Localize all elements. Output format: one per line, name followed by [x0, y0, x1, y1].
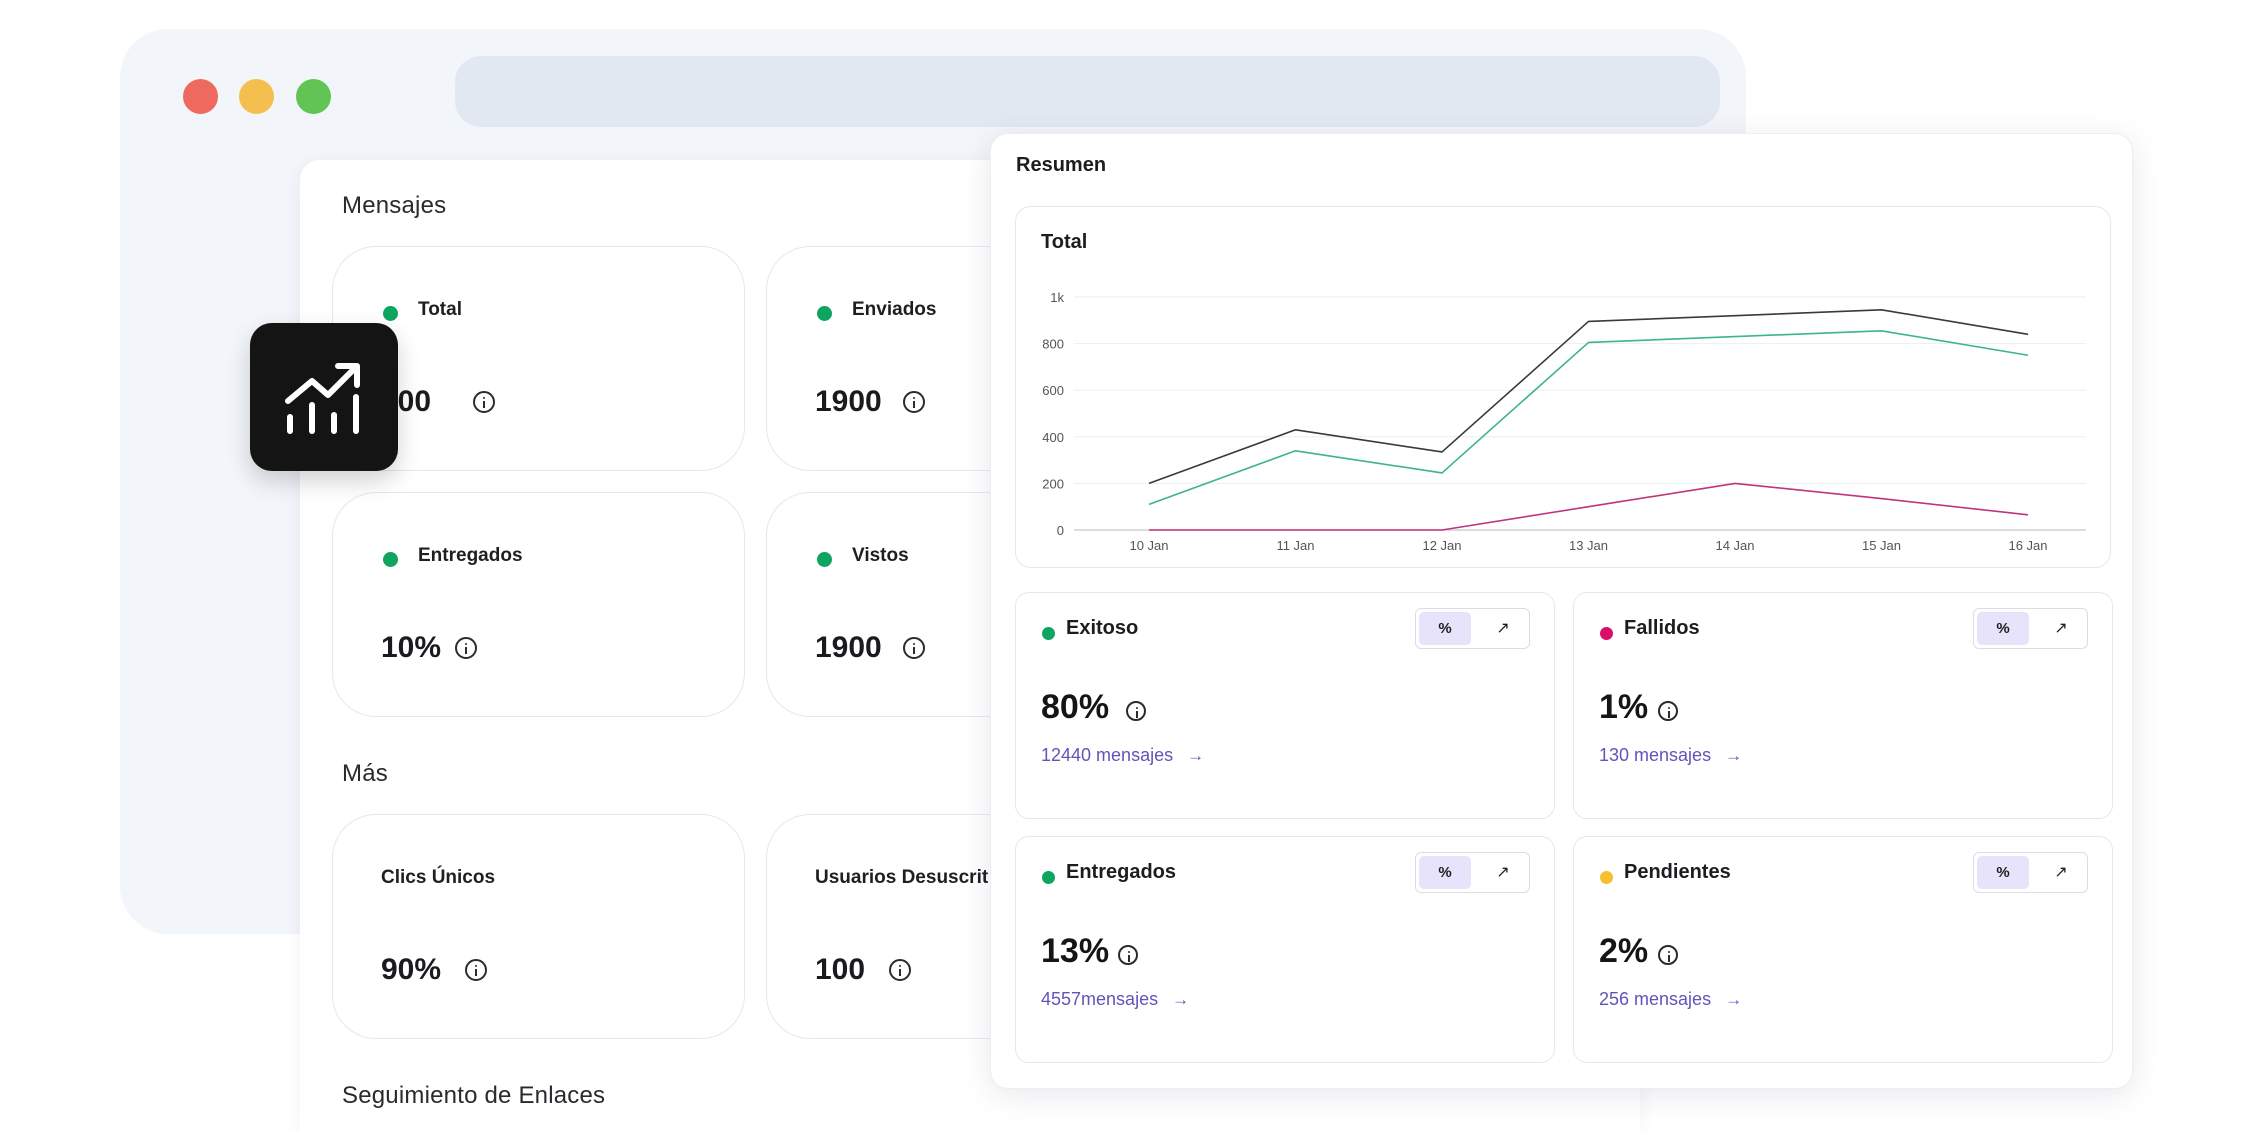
percent-toggle-button[interactable]: %: [1419, 856, 1471, 889]
close-window-button[interactable]: [183, 79, 218, 114]
metric-label: Entregados: [1066, 861, 1177, 883]
maximize-window-button[interactable]: [296, 79, 331, 114]
status-dot: [1600, 627, 1613, 640]
view-toggle: % ↗: [1415, 608, 1530, 649]
info-icon[interactable]: [1118, 945, 1138, 965]
status-dot: [383, 552, 398, 567]
stat-card-unique-clicks[interactable]: Clics Únicos 90%: [332, 814, 745, 1039]
x-tick-label: 16 Jan: [2008, 538, 2047, 553]
messages-link[interactable]: 4557mensajes →: [1041, 989, 1190, 1009]
status-dot: [1042, 871, 1055, 884]
info-icon[interactable]: [465, 959, 487, 981]
status-dot: [817, 306, 832, 321]
metric-card-failed: Fallidos % ↗ 1% 130 mensajes →: [1573, 592, 2113, 819]
series-line-1: [1148, 329, 2029, 506]
arrow-right-icon: →: [1725, 990, 1743, 1009]
more-section-title: Más: [342, 760, 388, 787]
info-icon[interactable]: [1658, 701, 1678, 721]
metric-label: Fallidos: [1624, 617, 1700, 639]
status-dot: [383, 306, 398, 321]
percent-toggle-button[interactable]: %: [1977, 612, 2029, 645]
info-icon[interactable]: [473, 391, 495, 413]
minimize-window-button[interactable]: [239, 79, 274, 114]
stat-label: Usuarios Desuscrit: [815, 867, 989, 888]
y-tick-label: 400: [1042, 430, 1064, 445]
metric-value: 80%: [1041, 688, 1110, 726]
y-tick-label: 200: [1042, 476, 1064, 491]
stat-value: 90%: [381, 953, 442, 986]
stat-label: Total: [418, 299, 462, 320]
trend-toggle-icon[interactable]: ↗: [1496, 864, 1510, 881]
trend-toggle-icon[interactable]: ↗: [2054, 864, 2068, 881]
metric-card-delivered: Entregados % ↗ 13% 4557mensajes →: [1015, 836, 1555, 1063]
series-line-2: [1149, 482, 2029, 531]
info-icon[interactable]: [903, 637, 925, 659]
x-tick-label: 14 Jan: [1715, 538, 1754, 553]
stat-label: Entregados: [418, 545, 523, 566]
messages-link[interactable]: 12440 mensajes →: [1041, 745, 1205, 765]
x-tick-label: 15 Jan: [1862, 538, 1901, 553]
info-icon[interactable]: [1126, 701, 1146, 721]
percent-toggle-button[interactable]: %: [1977, 856, 2029, 889]
metric-value: 13%: [1041, 932, 1110, 970]
line-chart: 0 200 400 600 800 1k 10 Jan 11 Jan 12 Jan 13 Jan 1…: [1042, 290, 2086, 553]
trend-toggle-icon[interactable]: ↗: [1496, 620, 1510, 637]
x-tick-label: 10 Jan: [1129, 538, 1168, 553]
status-dot: [1042, 627, 1055, 640]
stat-value: 1900: [815, 385, 882, 418]
summary-panel: Resumen Total 0 200 400 600 800 1k 10 Jan 11 Ja…: [990, 133, 2133, 1089]
trend-toggle-icon[interactable]: ↗: [2054, 620, 2068, 637]
arrow-right-icon: →: [1172, 990, 1190, 1009]
info-icon[interactable]: [903, 391, 925, 413]
total-chart-card: Total 0 200 400 600 800 1k 10 Jan 11 Jan 12 Jan 1…: [1015, 206, 2111, 568]
messages-link[interactable]: 130 mensajes →: [1599, 745, 1743, 765]
status-dot: [1600, 871, 1613, 884]
metric-card-pending: Pendientes % ↗ 2% 256 mensajes →: [1573, 836, 2113, 1063]
y-tick-label: 800: [1042, 337, 1064, 352]
chart-title: Total: [1041, 231, 1088, 253]
info-icon[interactable]: [889, 959, 911, 981]
info-icon[interactable]: [1658, 945, 1678, 965]
stat-label: Clics Únicos: [381, 867, 496, 888]
trend-chart-icon: [250, 323, 398, 471]
arrow-right-icon: →: [1725, 746, 1743, 765]
series-line-0: [1148, 309, 2029, 485]
view-toggle: % ↗: [1415, 852, 1530, 893]
x-tick-label: 13 Jan: [1569, 538, 1608, 553]
y-tick-label: 1k: [1050, 290, 1064, 305]
metric-value: 1%: [1599, 688, 1649, 726]
x-tick-label: 12 Jan: [1422, 538, 1461, 553]
y-tick-label: 600: [1042, 383, 1064, 398]
address-bar[interactable]: [455, 56, 1720, 127]
metric-value: 2%: [1599, 932, 1649, 970]
stat-label: Vistos: [852, 545, 909, 566]
link-tracking-section-title: Seguimiento de Enlaces: [342, 1082, 606, 1109]
summary-title: Resumen: [1016, 154, 1107, 176]
percent-toggle-button[interactable]: %: [1419, 612, 1471, 645]
stat-label: Enviados: [852, 299, 937, 320]
view-toggle: % ↗: [1973, 852, 2088, 893]
stat-value: 10%: [381, 631, 442, 664]
trend-arrow-icon: [285, 363, 360, 434]
messages-link[interactable]: 256 mensajes →: [1599, 989, 1743, 1009]
metric-label: Pendientes: [1624, 861, 1731, 883]
messages-section-title: Mensajes: [342, 192, 447, 219]
x-tick-label: 11 Jan: [1276, 538, 1314, 553]
stat-value: 100: [815, 953, 866, 986]
stat-value: 1900: [815, 631, 882, 664]
status-dot: [817, 552, 832, 567]
metric-card-success: Exitoso % ↗ 80% 12440 mensajes →: [1015, 592, 1555, 819]
stat-card-total[interactable]: Total 500: [332, 246, 745, 471]
info-icon[interactable]: [455, 637, 477, 659]
y-tick-label: 0: [1057, 523, 1064, 538]
view-toggle: % ↗: [1973, 608, 2088, 649]
arrow-right-icon: →: [1187, 746, 1205, 765]
stat-card-delivered[interactable]: Entregados 10%: [332, 492, 745, 717]
metric-label: Exitoso: [1066, 617, 1139, 639]
